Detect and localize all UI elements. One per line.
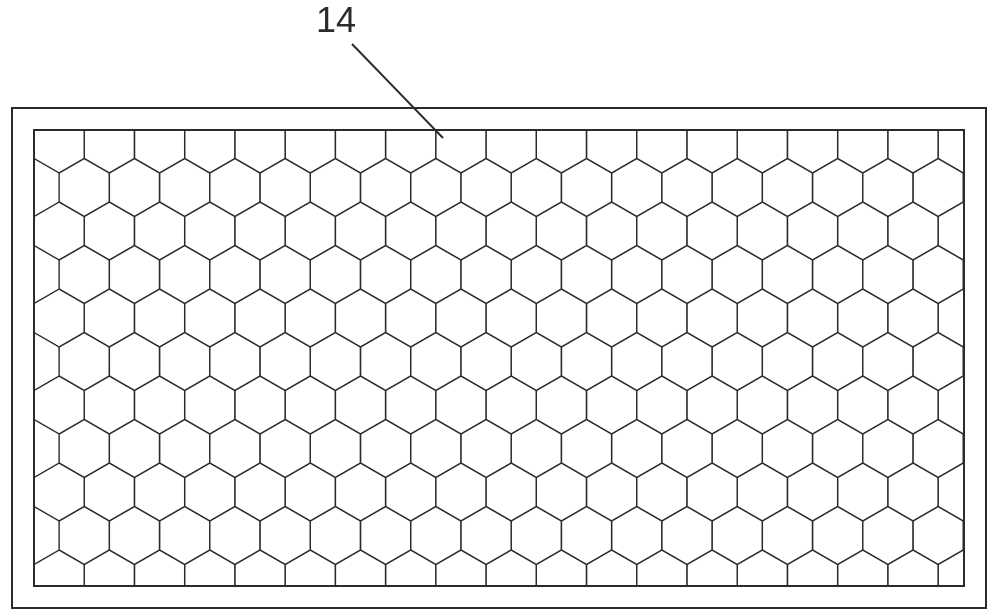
canvas-bg	[0, 0, 1000, 616]
callout-label: 14	[316, 0, 356, 40]
